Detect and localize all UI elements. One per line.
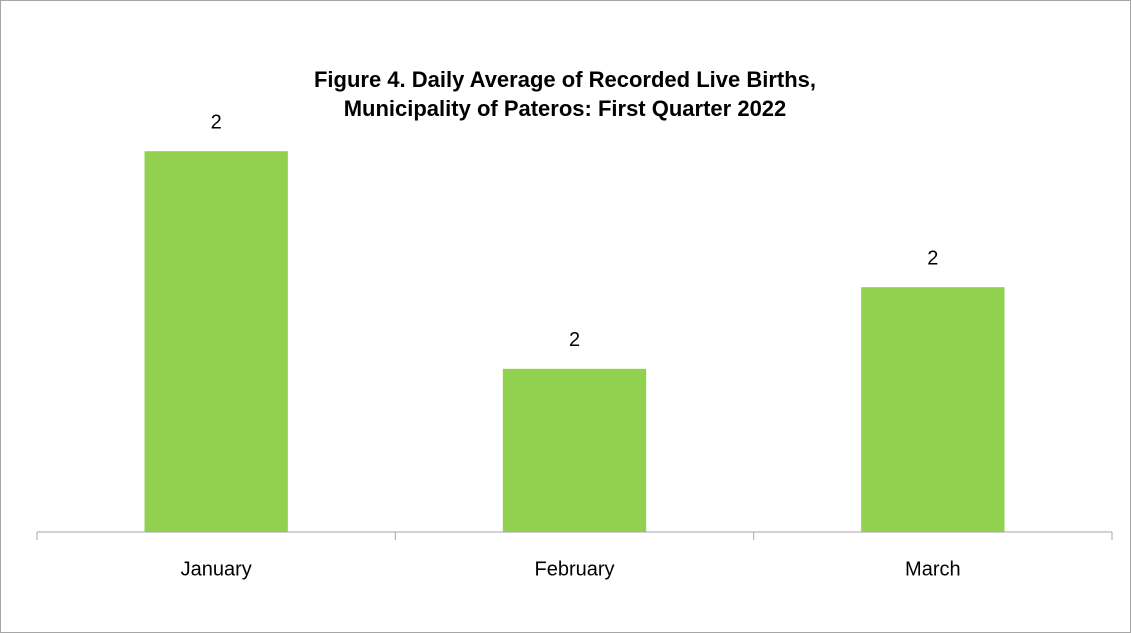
x-tick-label: February (534, 558, 614, 580)
data-label: 2 (927, 247, 938, 269)
bar (502, 368, 647, 532)
data-label: 2 (211, 111, 222, 133)
data-label: 2 (569, 329, 580, 351)
bar (144, 151, 288, 532)
bar (861, 287, 1005, 532)
chart-title: Figure 4. Daily Average of Recorded Live… (314, 67, 816, 92)
x-tick-label: January (181, 558, 252, 580)
x-tick-label: March (905, 558, 961, 580)
chart-title: Municipality of Pateros: First Quarter 2… (344, 96, 787, 121)
